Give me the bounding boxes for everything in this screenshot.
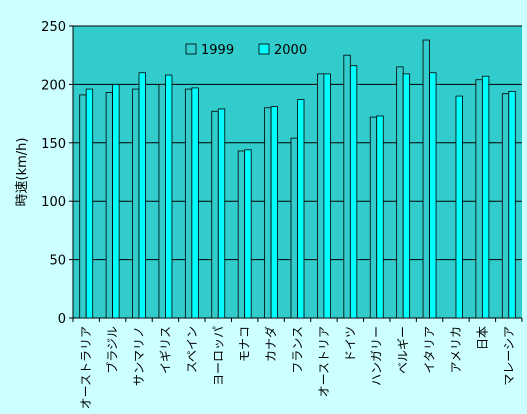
bar-2000 bbox=[217, 108, 226, 319]
y-tick-label: 50 bbox=[49, 254, 66, 269]
x-tick-label: イタリア bbox=[423, 326, 437, 374]
legend-swatch-2000 bbox=[258, 43, 270, 55]
bar-1999 bbox=[343, 54, 351, 319]
y-tick-label: 200 bbox=[41, 78, 66, 93]
bar-1999 bbox=[290, 137, 298, 319]
bar-2000 bbox=[455, 95, 463, 319]
bar-2000 bbox=[85, 88, 94, 319]
x-tick-label: カナダ bbox=[263, 326, 278, 362]
bar-2000 bbox=[402, 73, 411, 319]
bar-1999 bbox=[79, 94, 87, 319]
bar-1999 bbox=[184, 88, 193, 319]
y-tick-label: 250 bbox=[41, 20, 66, 35]
bar-1999 bbox=[317, 73, 325, 319]
y-tick-label: 150 bbox=[41, 137, 66, 152]
x-tick-label: ハンガリー bbox=[370, 326, 384, 386]
bar-2000 bbox=[112, 84, 120, 319]
bar-2000 bbox=[138, 72, 146, 319]
x-tick-label: ドイツ bbox=[343, 326, 357, 362]
x-tick-label: オーストリア bbox=[317, 326, 331, 397]
bar-1999 bbox=[158, 84, 166, 319]
bar-1999 bbox=[211, 110, 219, 319]
x-tick-label: モナコ bbox=[238, 326, 252, 362]
bar-2000 bbox=[508, 91, 516, 319]
x-tick-label: アメリカ bbox=[449, 326, 463, 373]
y-tick-label: 0 bbox=[58, 312, 66, 327]
x-tick-label: ブラジル bbox=[105, 326, 120, 374]
x-tick-label: ベルギー bbox=[396, 326, 410, 374]
bar-2000 bbox=[376, 115, 384, 319]
bar-1999 bbox=[264, 107, 272, 319]
legend-label-1999: 1999 bbox=[201, 43, 234, 58]
bar-1999 bbox=[237, 150, 246, 319]
bar-2000 bbox=[323, 73, 331, 319]
x-tick-label: マレーシア bbox=[502, 326, 516, 386]
bar-2000 bbox=[481, 75, 490, 319]
bar-1999 bbox=[369, 116, 378, 319]
legend-swatch-1999 bbox=[185, 43, 197, 55]
bar-2000 bbox=[191, 87, 199, 319]
bar-1999 bbox=[105, 92, 114, 319]
bar-2000 bbox=[270, 106, 278, 319]
bar-2000 bbox=[349, 65, 358, 319]
bar-2000 bbox=[429, 72, 437, 319]
y-tick-label: 100 bbox=[41, 195, 66, 210]
x-tick-label: スペイン bbox=[185, 326, 199, 373]
bar-1999 bbox=[475, 79, 483, 319]
y-axis-label: 時速(km/h) bbox=[15, 138, 30, 207]
bar-2000 bbox=[244, 149, 252, 319]
bar-2000 bbox=[297, 99, 305, 319]
bar-2000 bbox=[165, 74, 173, 319]
bar-1999 bbox=[132, 88, 140, 319]
x-tick-label: オーストラリア bbox=[79, 326, 93, 409]
bar-1999 bbox=[501, 93, 510, 319]
x-tick-label: サンマリノ bbox=[132, 326, 146, 386]
bar-1999 bbox=[422, 39, 430, 319]
x-tick-label: イギリス bbox=[158, 326, 172, 374]
legend-label-2000: 2000 bbox=[274, 43, 307, 58]
bar-1999 bbox=[396, 66, 404, 319]
x-tick-label: フランス bbox=[291, 326, 305, 374]
x-tick-label: ヨーロッパ bbox=[211, 326, 225, 386]
x-tick-label: 日本 bbox=[475, 326, 489, 350]
